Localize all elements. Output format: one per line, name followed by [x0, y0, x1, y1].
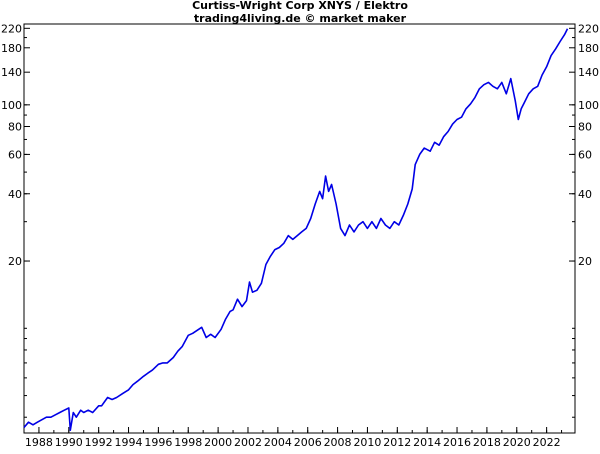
- y-tick-label-right: 60: [578, 148, 592, 161]
- x-tick-label: 2018: [473, 436, 501, 449]
- x-tick-label: 1990: [55, 436, 83, 449]
- x-tick-label: 2004: [264, 436, 292, 449]
- y-tick-label-left: 60: [8, 148, 22, 161]
- y-tick-label-right: 140: [578, 66, 599, 79]
- y-tick-label-left: 220: [1, 22, 22, 35]
- chart-subtitle: trading4living.de © market maker: [194, 12, 407, 25]
- y-tick-label-right: 20: [578, 255, 592, 268]
- x-tick-label: 1998: [174, 436, 202, 449]
- x-tick-label: 1992: [85, 436, 113, 449]
- y-tick-label-left: 40: [8, 188, 22, 201]
- y-tick-label-right: 40: [578, 188, 592, 201]
- y-tick-label-right: 180: [578, 42, 599, 55]
- x-tick-label: 2006: [294, 436, 322, 449]
- chart-title: Curtiss-Wright Corp XNYS / Elektro: [192, 0, 408, 12]
- y-tick-label-left: 180: [1, 42, 22, 55]
- series-line-0: [23, 28, 569, 431]
- y-tick-label-right: 100: [578, 99, 599, 112]
- series-layer: [23, 28, 569, 431]
- y-tick-label-left: 100: [1, 99, 22, 112]
- plot-frame: [23, 23, 576, 434]
- x-tick-label: 1996: [144, 436, 172, 449]
- x-tick-label: 2016: [443, 436, 471, 449]
- x-tick-label: 1988: [25, 436, 53, 449]
- y-tick-label-left: 140: [1, 66, 22, 79]
- y-axis-right: 220 180 140 100 80 60 40 20: [569, 22, 599, 418]
- x-tick-label: 2000: [204, 436, 232, 449]
- y-tick-label-left: 20: [8, 255, 22, 268]
- x-tick-label: 2012: [383, 436, 411, 449]
- x-tick-label: 2010: [353, 436, 381, 449]
- x-tick-label: 2002: [234, 436, 262, 449]
- y-axis-left: 220 180 140 100 80 60 40 20: [1, 22, 30, 418]
- y-tick-label-right: 80: [578, 120, 592, 133]
- x-tick-label: 1994: [115, 436, 143, 449]
- x-tick-label: 2008: [324, 436, 352, 449]
- y-tick-label-left: 80: [8, 120, 22, 133]
- y-tick-label-right: 220: [578, 22, 599, 35]
- x-tick-label: 2014: [413, 436, 441, 449]
- x-tick-label: 2022: [533, 436, 561, 449]
- x-axis: 1988 1990 1992 1994 1996 1998 2000 2002 2004 2006…: [23, 427, 563, 449]
- x-tick-label: 2020: [503, 436, 531, 449]
